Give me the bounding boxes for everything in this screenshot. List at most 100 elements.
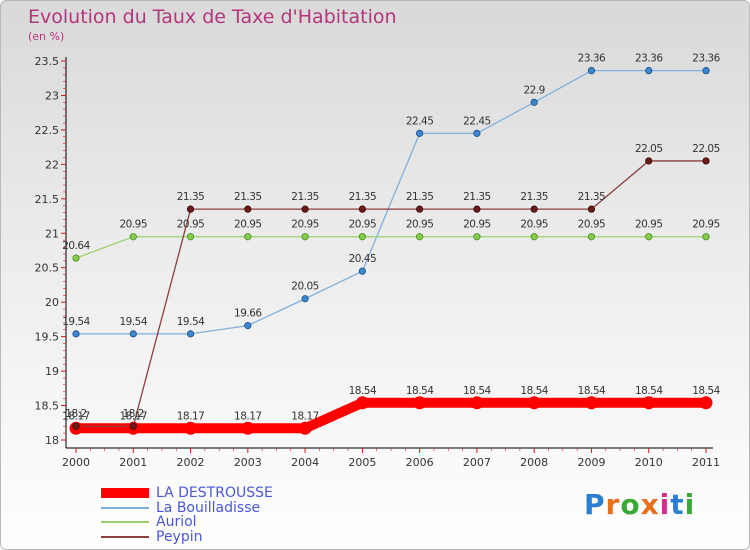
data-label-auriol: 20.95 xyxy=(578,219,606,231)
data-label-auriol: 20.95 xyxy=(119,219,147,231)
data-label-peypin: 21.35 xyxy=(406,191,434,203)
data-point-auriol xyxy=(186,233,195,241)
data-point-auriol xyxy=(702,233,710,241)
data-point-peypin xyxy=(129,422,137,430)
data-point-peypin xyxy=(587,205,596,213)
legend-label: LA DESTROUSSE xyxy=(156,485,273,501)
data-label-peypin: 21.35 xyxy=(234,191,262,203)
data-label-la-bouilladisse: 23.36 xyxy=(635,53,663,65)
y-tick-label: 22.5 xyxy=(35,124,60,137)
legend-label: La Bouilladisse xyxy=(156,499,261,516)
x-tick-label: 2005 xyxy=(348,456,376,469)
data-point-la-bouilladisse xyxy=(301,295,309,303)
data-point-la-bouilladisse xyxy=(416,129,424,137)
data-label-auriol: 20.95 xyxy=(177,219,205,231)
data-point-auriol xyxy=(301,233,309,241)
data-point-la-bouilladisse xyxy=(129,330,137,338)
data-label-la-destrousse: 18.17 xyxy=(119,410,147,422)
data-label-la-destrousse: 18.54 xyxy=(692,385,720,397)
data-point-peypin xyxy=(186,205,195,213)
y-tick-label: 19.5 xyxy=(35,331,60,344)
data-point-la-bouilladisse xyxy=(645,67,653,75)
data-point-auriol xyxy=(645,233,653,241)
logo-letter: x xyxy=(640,488,660,521)
y-tick-label: 18 xyxy=(45,434,59,447)
data-label-peypin: 22.05 xyxy=(692,143,720,155)
data-label-la-bouilladisse: 23.36 xyxy=(692,53,720,65)
data-label-la-bouilladisse: 22.45 xyxy=(463,115,491,127)
legend-swatch xyxy=(101,488,149,498)
data-label-la-destrousse: 18.17 xyxy=(177,410,205,422)
data-point-la-destrousse xyxy=(699,396,713,410)
data-label-auriol: 20.95 xyxy=(406,219,434,231)
x-tick-label: 2007 xyxy=(463,456,491,469)
data-label-auriol: 20.95 xyxy=(692,219,720,231)
data-point-auriol xyxy=(358,233,366,241)
x-tick-label: 2004 xyxy=(291,456,319,469)
data-label-la-bouilladisse: 20.05 xyxy=(291,281,319,293)
data-label-auriol: 20.95 xyxy=(291,219,319,231)
data-point-peypin xyxy=(473,205,481,213)
x-tick-label: 2001 xyxy=(119,456,147,469)
data-point-peypin xyxy=(530,205,538,213)
data-point-la-destrousse xyxy=(241,421,255,435)
x-tick-label: 2008 xyxy=(520,456,548,469)
data-point-auriol xyxy=(416,233,424,241)
data-label-la-destrousse: 18.17 xyxy=(62,410,90,422)
data-label-la-destrousse: 18.17 xyxy=(234,410,262,422)
y-tick-label: 20.5 xyxy=(35,262,60,275)
logo-letter: o xyxy=(620,488,641,521)
data-point-la-bouilladisse xyxy=(244,322,252,330)
data-point-la-destrousse xyxy=(298,421,312,435)
data-point-peypin xyxy=(244,205,252,213)
data-point-peypin xyxy=(416,205,424,213)
y-tick-label: 23 xyxy=(45,89,59,102)
data-label-peypin: 21.35 xyxy=(177,191,205,203)
logo-letter: i xyxy=(684,488,696,521)
data-label-la-bouilladisse: 23.36 xyxy=(578,53,606,65)
x-tick-label: 2003 xyxy=(234,456,262,469)
y-tick-label: 19 xyxy=(45,365,59,378)
legend-swatch xyxy=(101,506,149,509)
data-label-peypin: 22.05 xyxy=(635,143,663,155)
legend-swatch xyxy=(101,535,149,538)
logo-letter: r xyxy=(605,488,621,521)
data-label-auriol: 20.95 xyxy=(349,219,377,231)
x-tick-label: 2010 xyxy=(635,456,663,469)
data-label-la-bouilladisse: 19.66 xyxy=(234,308,262,320)
data-label-la-destrousse: 18.54 xyxy=(635,385,663,397)
y-tick-label: 18.5 xyxy=(35,400,60,413)
data-label-la-destrousse: 18.54 xyxy=(578,385,606,397)
data-point-la-bouilladisse xyxy=(702,67,710,75)
data-point-la-destrousse xyxy=(642,396,656,410)
data-point-la-bouilladisse xyxy=(587,67,596,75)
data-label-la-destrousse: 18.54 xyxy=(349,385,377,397)
legend-swatch xyxy=(101,521,149,523)
data-label-auriol: 20.95 xyxy=(463,219,491,231)
data-point-la-bouilladisse xyxy=(358,267,366,275)
y-tick-label: 23.5 xyxy=(35,55,60,68)
data-point-auriol xyxy=(530,233,538,241)
logo-letter: i xyxy=(659,488,671,521)
data-label-peypin: 21.35 xyxy=(291,191,319,203)
data-point-auriol xyxy=(129,233,137,241)
logo-letter: t xyxy=(670,488,685,521)
data-label-peypin: 21.35 xyxy=(578,191,606,203)
data-point-la-destrousse xyxy=(355,396,369,410)
data-label-peypin: 21.35 xyxy=(349,191,377,203)
x-tick-label: 2002 xyxy=(177,456,205,469)
data-label-la-bouilladisse: 22.45 xyxy=(406,115,434,127)
data-label-peypin: 18.2 xyxy=(65,408,86,420)
data-point-auriol xyxy=(244,233,252,241)
y-tick-label: 21 xyxy=(45,227,59,240)
x-tick-label: 2011 xyxy=(692,456,720,469)
data-point-la-destrousse xyxy=(470,396,484,410)
data-label-la-bouilladisse: 19.54 xyxy=(119,316,147,328)
legend-label: Peypin xyxy=(156,528,203,545)
x-tick-label: 2009 xyxy=(577,456,605,469)
chart-title: Evolution du Taux de Taxe d'Habitation xyxy=(28,6,397,28)
data-label-la-bouilladisse: 22.9 xyxy=(523,84,544,96)
data-point-la-destrousse xyxy=(584,396,598,410)
